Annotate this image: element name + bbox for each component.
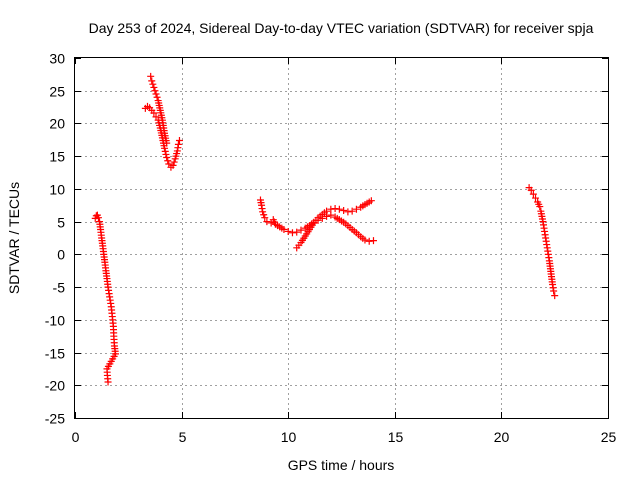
x-tick-label: 25 bbox=[601, 429, 617, 445]
data-series-1 bbox=[91, 211, 120, 386]
data-point bbox=[174, 140, 182, 148]
data-point bbox=[148, 77, 156, 85]
y-tick-label: 5 bbox=[57, 215, 65, 231]
data-series-4 bbox=[525, 184, 559, 300]
y-tick-label: 20 bbox=[49, 116, 65, 132]
plot-frame bbox=[74, 57, 609, 419]
data-point bbox=[288, 229, 296, 237]
data-point bbox=[284, 227, 292, 235]
y-tick-labels: -25 -20 -15 -10 -5 0 5 10 15 20 25 30 bbox=[45, 51, 65, 427]
x-tick-label: 10 bbox=[281, 429, 297, 445]
y-tick-label: -10 bbox=[45, 313, 65, 329]
y-tick-label: -25 bbox=[45, 411, 65, 427]
data-point bbox=[327, 205, 335, 213]
data-point bbox=[261, 214, 269, 222]
y-tick-label: -5 bbox=[53, 280, 66, 296]
data-point-fill bbox=[149, 80, 157, 88]
data-point bbox=[536, 203, 544, 211]
data-point bbox=[161, 144, 169, 152]
data-point-fill bbox=[170, 158, 178, 166]
x-tick-label: 0 bbox=[72, 429, 80, 445]
data-point bbox=[263, 218, 271, 226]
y-tick-label: 15 bbox=[49, 149, 65, 165]
data-point bbox=[365, 237, 373, 245]
data-point bbox=[175, 136, 183, 144]
data-point bbox=[352, 205, 360, 213]
y-tick-label: 30 bbox=[49, 51, 65, 67]
data-point bbox=[94, 214, 102, 222]
data-point bbox=[550, 287, 558, 295]
data-point bbox=[361, 236, 369, 244]
x-tick-labels: 0 5 10 15 20 25 bbox=[72, 429, 617, 445]
data-point bbox=[297, 226, 305, 234]
data-point bbox=[293, 228, 301, 236]
data-point bbox=[169, 161, 177, 169]
data-point bbox=[532, 194, 540, 202]
data-point bbox=[150, 83, 158, 91]
data-point bbox=[163, 139, 171, 147]
data-point bbox=[147, 72, 155, 80]
data-series-3 bbox=[256, 196, 377, 252]
x-tick-label: 15 bbox=[388, 429, 404, 445]
data-point bbox=[348, 207, 356, 215]
data-series-2 bbox=[141, 72, 183, 171]
data-point bbox=[344, 208, 352, 216]
x-axis-label: GPS time / hours bbox=[288, 457, 395, 473]
x-tick-label: 20 bbox=[494, 429, 510, 445]
data-point-fill bbox=[153, 93, 161, 101]
data-point bbox=[331, 205, 339, 213]
data-point bbox=[150, 109, 158, 117]
y-tick-label: 0 bbox=[57, 247, 65, 263]
y-tick-label: 10 bbox=[49, 182, 65, 198]
tick-marks bbox=[75, 58, 609, 419]
data-point-fill bbox=[151, 87, 159, 95]
data-point bbox=[259, 208, 267, 216]
y-tick-label: -20 bbox=[45, 378, 65, 394]
y-axis-label: SDTVAR / TECUs bbox=[6, 182, 22, 294]
data-point-fill bbox=[162, 150, 170, 158]
data-point-fill bbox=[260, 211, 268, 219]
data-point-fill bbox=[164, 157, 172, 165]
data-point bbox=[335, 205, 343, 213]
data-point-fill bbox=[161, 147, 169, 155]
data-point bbox=[152, 90, 160, 98]
data-point bbox=[323, 207, 331, 215]
y-tick-label: -15 bbox=[45, 346, 65, 362]
x-tick-label: 5 bbox=[179, 429, 187, 445]
data-point bbox=[340, 207, 348, 215]
data-points bbox=[91, 72, 559, 386]
y-tick-label: 25 bbox=[49, 84, 65, 100]
data-point bbox=[327, 211, 335, 219]
chart-title: Day 253 of 2024, Sidereal Day-to-day VTE… bbox=[89, 20, 594, 36]
data-point bbox=[163, 153, 171, 161]
data-point bbox=[369, 237, 377, 245]
data-point bbox=[529, 190, 537, 198]
data-point bbox=[367, 197, 375, 205]
data-point bbox=[527, 186, 535, 194]
data-point bbox=[551, 292, 559, 300]
data-point bbox=[280, 225, 288, 233]
data-point bbox=[104, 378, 112, 386]
